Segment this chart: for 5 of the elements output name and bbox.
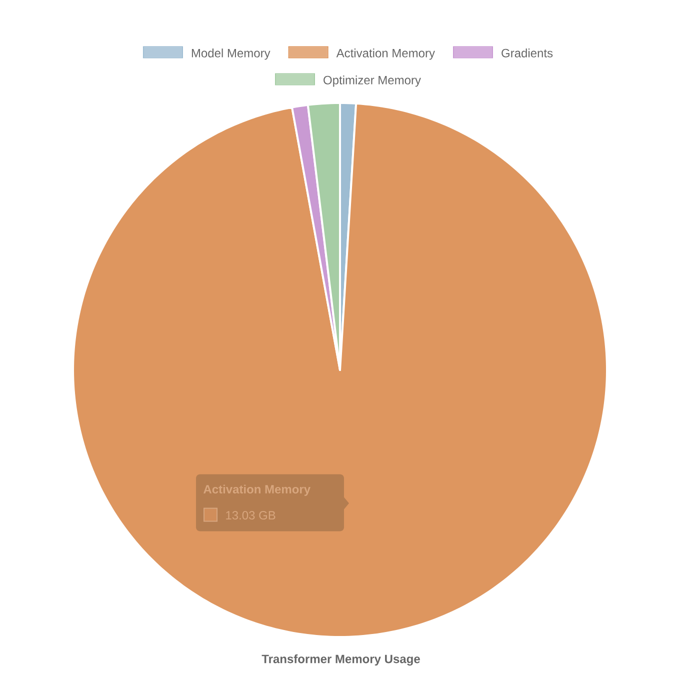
legend-label: Model Memory: [192, 48, 270, 60]
text: Transformer Memory Usage: [262, 654, 420, 666]
legend-label: Activation Memory: [336, 48, 435, 60]
legend-label: Optimizer Memory: [324, 76, 421, 87]
legend-label: Gradients: [502, 48, 553, 58]
